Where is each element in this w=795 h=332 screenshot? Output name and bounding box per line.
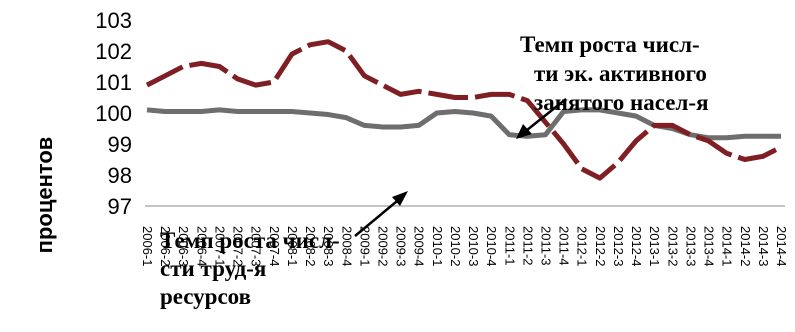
x-tick-label: 2014-1 <box>720 226 735 266</box>
annotation-labor-line-1: Темп роста числ- <box>160 228 340 253</box>
annotation-employed: Темп роста числ- ти эк. активного занято… <box>516 32 709 139</box>
y-tick-label: 99 <box>108 132 132 157</box>
y-axis-label: процентов <box>32 137 57 254</box>
x-tick-label: 2008-4 <box>339 226 354 266</box>
x-tick-label: 2014-2 <box>738 226 753 266</box>
x-tick-label: 2007-4 <box>267 226 282 266</box>
x-tick-label: 2011-2 <box>520 226 535 266</box>
annotation-labor-line-3: ресурсов <box>160 284 251 309</box>
x-tick-label: 2013-4 <box>702 226 717 266</box>
x-tick-label: 2009-4 <box>412 226 427 266</box>
x-tick-label: 2007-2 <box>231 226 246 266</box>
x-tick-label: 2008-3 <box>321 226 336 266</box>
x-tick-label: 2009-3 <box>394 226 409 266</box>
x-tick-label: 2007-3 <box>249 226 264 266</box>
x-tick-label: 2006-4 <box>194 226 209 266</box>
annotation-labor: Темп роста числ- сти труд-я ресурсов <box>160 191 408 309</box>
x-tick-label: 2010-4 <box>484 226 499 266</box>
annotation-employed-arrow <box>521 98 567 135</box>
annotation-employed-line-1: Темп роста числ- <box>520 32 700 57</box>
x-tick-label: 2010-3 <box>466 226 481 266</box>
x-tick-label: 2011-3 <box>539 226 554 266</box>
x-tick-label: 2012-4 <box>629 226 644 266</box>
annotation-employed-arrowhead <box>516 124 532 139</box>
series-lines <box>145 39 783 181</box>
annotation-labor-arrowhead <box>392 191 408 206</box>
y-tick-label: 100 <box>95 101 132 126</box>
x-tick-label: 2012-3 <box>611 226 626 266</box>
x-tick-label: 2011-1 <box>502 226 517 266</box>
x-tick-label: 2013-3 <box>683 226 698 266</box>
x-tick-label: 2013-1 <box>647 226 662 266</box>
x-tick-label: 2010-1 <box>430 226 445 266</box>
x-tick-label: 2014-4 <box>774 226 789 266</box>
y-tick-label: 102 <box>95 39 132 64</box>
x-tick-label: 2011-4 <box>557 226 572 266</box>
y-tick-label: 98 <box>108 163 132 188</box>
y-tick-labels: 103 102 101 100 99 98 97 <box>95 8 132 219</box>
x-tick-label: 2012-2 <box>593 226 608 266</box>
x-tick-labels: 2006-1 2006-2 2006-3 2006-4 2007-1 2007-2 2007… <box>140 226 789 266</box>
annotation-labor-arrow <box>354 196 403 237</box>
x-tick-label: 2008-2 <box>303 226 318 266</box>
x-tick-label: 2008-1 <box>285 226 300 266</box>
x-tick-label: 2009-1 <box>357 226 372 266</box>
y-tick-label: 97 <box>108 194 132 219</box>
x-tick-label: 2014-3 <box>756 226 771 266</box>
x-tick-label: 2007-1 <box>212 226 227 266</box>
x-tick-label: 2010-2 <box>448 226 463 266</box>
x-tick-label: 2006-2 <box>158 226 173 266</box>
x-tick-label: 2006-1 <box>140 226 155 266</box>
x-tick-label: 2013-2 <box>665 226 680 266</box>
series-line-1 <box>145 39 783 181</box>
annotation-employed-line-2: ти эк. активного <box>534 61 707 86</box>
x-tick-label: 2012-1 <box>575 226 590 266</box>
y-tick-label: 101 <box>95 70 132 95</box>
y-tick-label: 103 <box>95 8 132 33</box>
x-tick-label: 2006-3 <box>176 226 191 266</box>
annotation-labor-line-2: сти труд-я <box>160 256 266 281</box>
x-tick-label: 2009-2 <box>375 226 390 266</box>
